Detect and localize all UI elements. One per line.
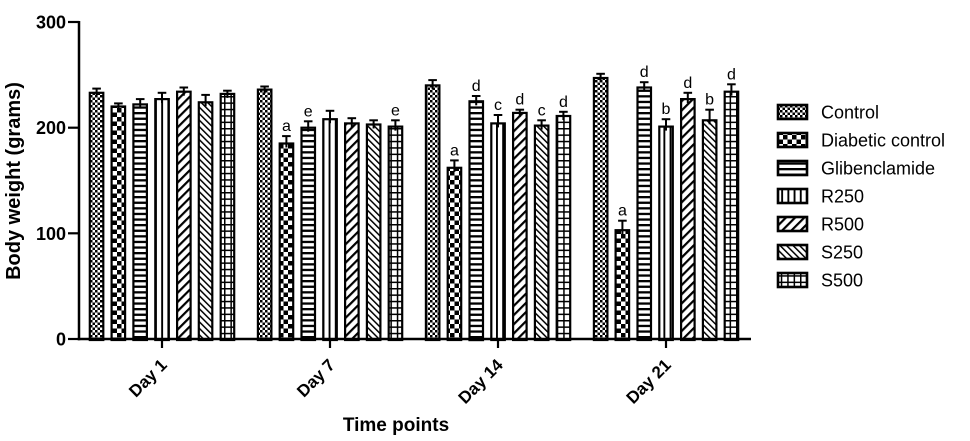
significance-letter: d bbox=[515, 92, 524, 109]
bar-s500-day-7 bbox=[387, 125, 404, 342]
y-tick-label: 300 bbox=[36, 13, 66, 33]
significance-letter: a bbox=[618, 203, 627, 220]
legend-swatch-s500 bbox=[776, 271, 809, 289]
bar-r500-day-14 bbox=[511, 111, 528, 342]
significance-letter: d bbox=[640, 64, 649, 81]
legend-label-glibenclamide: Glibenclamide bbox=[821, 159, 935, 179]
bar-r250-day-14 bbox=[490, 122, 506, 342]
significance-letter: c bbox=[538, 102, 546, 119]
bar-s250-day-14 bbox=[533, 124, 550, 342]
legend-swatch-r500 bbox=[776, 215, 809, 233]
significance-letter: c bbox=[494, 97, 502, 114]
significance-letter: d bbox=[559, 94, 568, 111]
legend-label-s500: S500 bbox=[821, 271, 863, 291]
bar-control-day-21 bbox=[592, 76, 609, 342]
significance-letter: d bbox=[683, 75, 692, 92]
bar-s250-day-7 bbox=[365, 123, 382, 342]
bar-control-day-14 bbox=[424, 84, 441, 342]
legend-swatch-diabetic-control bbox=[776, 131, 809, 149]
significance-letter: e bbox=[391, 102, 400, 119]
bar-s500-day-1 bbox=[219, 92, 236, 342]
legend-swatch-glibenclamide bbox=[776, 159, 809, 177]
bar-r250-day-21 bbox=[658, 125, 674, 342]
bar-s250-day-1 bbox=[197, 101, 214, 342]
x-category-label: Day 1 bbox=[125, 355, 171, 401]
x-category-label: Day 14 bbox=[455, 355, 508, 408]
significance-letter: b bbox=[662, 101, 671, 118]
significance-letter: e bbox=[304, 103, 313, 120]
bar-r500-day-21 bbox=[679, 97, 696, 342]
bar-s500-day-14 bbox=[555, 114, 572, 342]
bar-glibenclamide-day-14 bbox=[468, 100, 485, 342]
bar-diabetic-control-day-21 bbox=[614, 229, 631, 342]
y-tick-label: 100 bbox=[36, 224, 66, 244]
legend-label-r500: R500 bbox=[821, 215, 864, 235]
bar-glibenclamide-day-1 bbox=[132, 103, 148, 342]
bar-s500-day-21 bbox=[723, 90, 740, 342]
significance-letter: a bbox=[450, 142, 459, 159]
significance-letter: b bbox=[705, 92, 714, 109]
x-axis-title: Time points bbox=[343, 415, 449, 436]
bar-s250-day-21 bbox=[701, 119, 718, 342]
bar-control-day-1 bbox=[88, 91, 105, 342]
bar-diabetic-control-day-14 bbox=[446, 166, 463, 342]
bar-diabetic-control-day-7 bbox=[278, 142, 295, 342]
legend-swatch-r250 bbox=[776, 187, 809, 205]
significance-letter: d bbox=[472, 78, 481, 95]
legend-label-diabetic-control: Diabetic control bbox=[821, 131, 945, 151]
significance-letter: d bbox=[727, 66, 736, 83]
legend-label-control: Control bbox=[821, 103, 879, 123]
legend-swatch-s250 bbox=[776, 243, 809, 261]
bar-r250-day-1 bbox=[154, 97, 170, 342]
significance-letter: a bbox=[282, 118, 291, 135]
legend-label-r250: R250 bbox=[821, 187, 864, 207]
bar-glibenclamide-day-7 bbox=[300, 126, 317, 342]
bar-r500-day-1 bbox=[176, 90, 192, 342]
y-tick-label: 0 bbox=[56, 330, 66, 350]
legend-swatch-control bbox=[776, 103, 809, 121]
y-tick-label: 200 bbox=[36, 118, 66, 138]
bar-diabetic-control-day-1 bbox=[110, 105, 127, 342]
legend-label-s250: S250 bbox=[821, 243, 863, 263]
x-category-label: Day 7 bbox=[293, 355, 339, 401]
y-axis-title: Body weight (grams) bbox=[3, 82, 25, 280]
bar-r500-day-7 bbox=[344, 122, 360, 342]
bar-r250-day-7 bbox=[322, 118, 338, 342]
x-category-label: Day 21 bbox=[623, 355, 675, 407]
bar-control-day-7 bbox=[256, 88, 273, 342]
bar-glibenclamide-day-21 bbox=[636, 86, 653, 342]
